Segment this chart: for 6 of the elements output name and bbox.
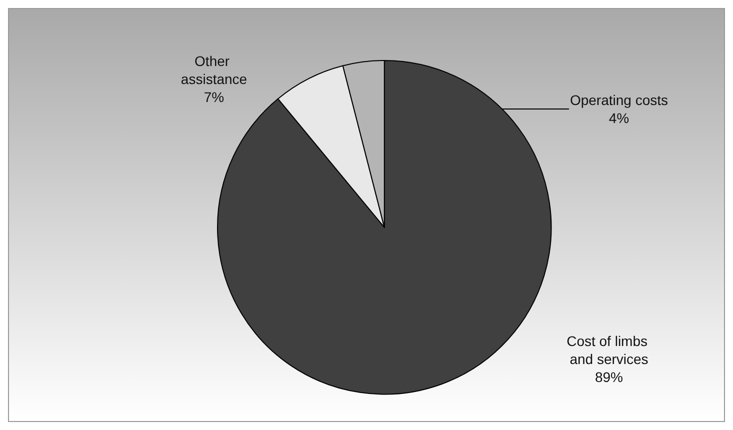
data-label: 7%	[204, 89, 224, 105]
slice-label: Cost of limbs and services	[566, 333, 652, 367]
data-label: 89%	[594, 369, 624, 385]
data-label: 4%	[608, 110, 630, 126]
slice-label: Operating costs	[570, 92, 668, 108]
slice-label: Other assistance	[180, 53, 248, 87]
